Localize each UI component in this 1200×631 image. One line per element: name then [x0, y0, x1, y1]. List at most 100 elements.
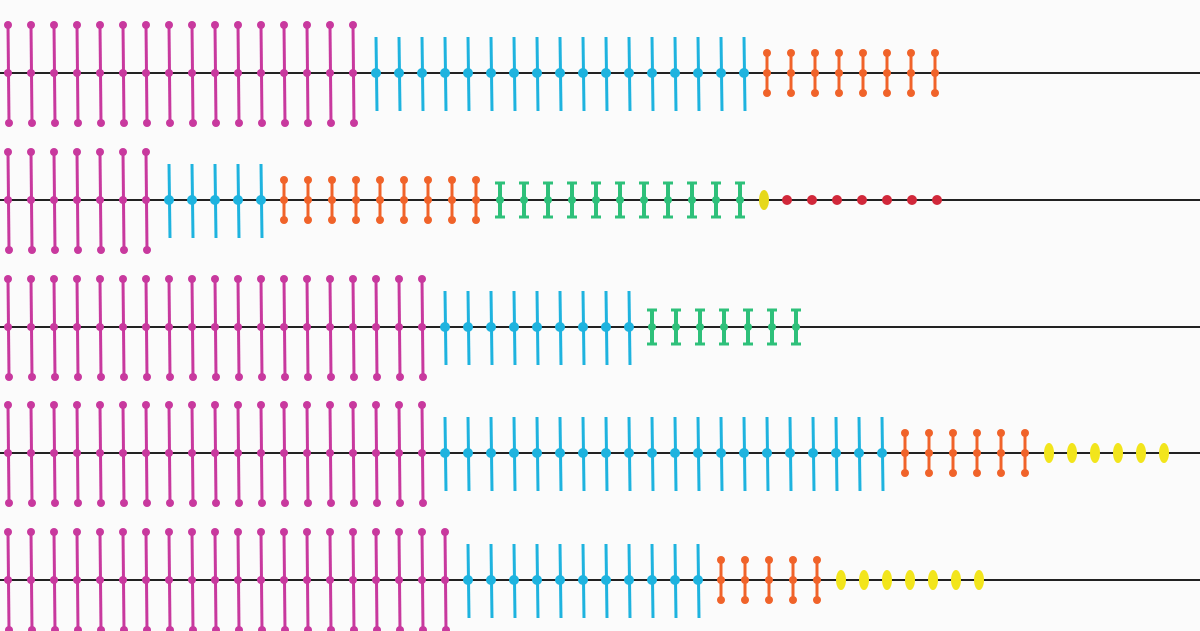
end-dot: [350, 119, 358, 127]
center-dot: [448, 196, 456, 204]
mark: [418, 275, 427, 381]
mark: [394, 36, 404, 112]
mark: [601, 543, 611, 619]
end-dot: [97, 373, 105, 381]
end-dot: [741, 596, 749, 604]
center-dot: [664, 196, 672, 204]
segment: [440, 416, 887, 492]
mark: [509, 416, 519, 492]
mark: [188, 528, 197, 631]
center-dot: [973, 449, 981, 457]
mark: [949, 429, 957, 477]
end-dot: [96, 21, 104, 29]
segment: [763, 49, 939, 97]
center-dot: [647, 68, 657, 78]
center-dot: [73, 69, 81, 77]
center-dot: [304, 196, 312, 204]
center-dot: [165, 323, 173, 331]
mark: [257, 401, 266, 507]
center-dot: [578, 448, 588, 458]
center-dot: [768, 323, 776, 331]
mark: [234, 21, 243, 127]
end-dot: [97, 119, 105, 127]
end-dot: [74, 119, 82, 127]
mark: [567, 181, 577, 219]
segment: [4, 148, 151, 254]
mark: [693, 416, 703, 492]
center-dot: [257, 449, 265, 457]
mark: [472, 176, 480, 224]
segment: [280, 176, 480, 224]
mark: [463, 36, 473, 112]
mark: [4, 275, 13, 381]
center-dot: [188, 323, 196, 331]
center-dot: [624, 575, 634, 585]
end-dot: [142, 528, 150, 536]
end-dot: [165, 401, 173, 409]
end-dot: [765, 596, 773, 604]
mark: [901, 429, 909, 477]
end-dot: [327, 499, 335, 507]
mark: [787, 49, 795, 97]
end-dot: [189, 119, 197, 127]
center-dot: [418, 449, 426, 457]
center-dot: [4, 323, 12, 331]
center-dot: [119, 323, 127, 331]
end-dot: [418, 275, 426, 283]
end-dot: [212, 499, 220, 507]
end-dot: [859, 49, 867, 57]
end-dot: [165, 528, 173, 536]
mark: [813, 556, 821, 604]
center-dot: [811, 69, 819, 77]
mark: [50, 528, 59, 631]
mark: [211, 401, 220, 507]
mark: [578, 290, 588, 366]
center-dot: [831, 448, 841, 458]
mark: [624, 416, 634, 492]
mark: [304, 176, 312, 224]
dot: [907, 195, 917, 205]
mark: [639, 181, 649, 219]
blob: [1113, 443, 1123, 463]
end-dot: [28, 499, 36, 507]
end-dot: [349, 401, 357, 409]
center-dot: [601, 68, 611, 78]
end-dot: [257, 275, 265, 283]
mark: [555, 543, 565, 619]
mark: [349, 275, 358, 381]
mark: [164, 163, 174, 239]
blob: [951, 570, 961, 590]
blob: [905, 570, 915, 590]
mark: [791, 308, 801, 346]
end-dot: [212, 626, 220, 631]
end-dot: [257, 401, 265, 409]
mark: [973, 429, 981, 477]
end-dot: [304, 499, 312, 507]
mark: [233, 163, 243, 239]
mark: [210, 163, 220, 239]
center-dot: [859, 69, 867, 77]
center-dot: [280, 449, 288, 457]
end-dot: [883, 49, 891, 57]
segment: [495, 181, 745, 219]
mark: [187, 163, 197, 239]
mark: [211, 21, 220, 127]
mark: [928, 570, 938, 590]
mark: [591, 181, 601, 219]
mark: [4, 401, 13, 507]
end-dot: [234, 528, 242, 536]
blob: [928, 570, 938, 590]
end-dot: [973, 469, 981, 477]
end-dot: [424, 216, 432, 224]
mark: [647, 36, 657, 112]
end-dot: [143, 499, 151, 507]
end-dot: [27, 528, 35, 536]
center-dot: [716, 448, 726, 458]
center-dot: [27, 196, 35, 204]
center-dot: [901, 449, 909, 457]
mark: [349, 401, 358, 507]
mark: [601, 36, 611, 112]
mark: [27, 401, 36, 507]
center-dot: [211, 69, 219, 77]
end-dot: [119, 21, 127, 29]
